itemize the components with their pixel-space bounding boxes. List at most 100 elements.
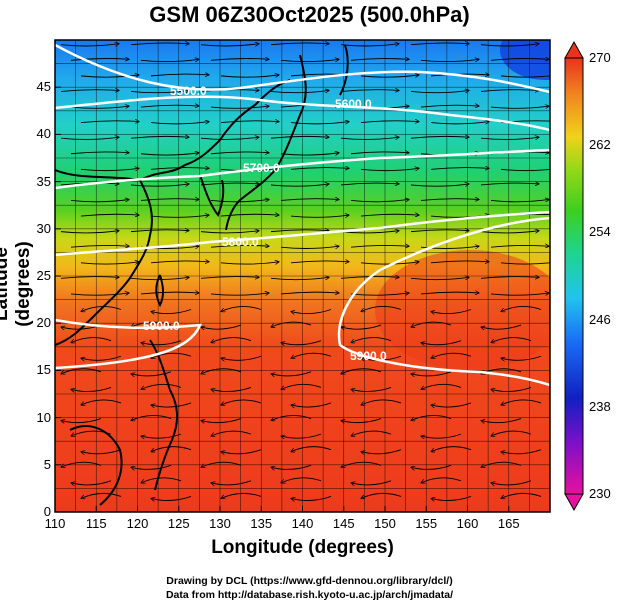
streamline <box>61 368 102 374</box>
streamline <box>361 399 402 405</box>
streamline <box>80 262 139 264</box>
streamline <box>341 418 382 423</box>
streamline <box>270 90 329 92</box>
streamline <box>361 306 402 311</box>
streamline <box>291 402 332 407</box>
streamline <box>80 214 139 216</box>
streamline <box>501 492 542 498</box>
streamline <box>350 245 409 247</box>
colorbar-tick-label: 230 <box>589 486 611 501</box>
colorbar-ramp <box>564 57 584 495</box>
streamline <box>501 399 542 405</box>
contour-5900b <box>337 216 550 387</box>
coastlines <box>55 44 349 506</box>
streamline <box>281 383 322 389</box>
warm-anomaly <box>375 250 550 370</box>
streamline <box>340 90 399 92</box>
streamline <box>140 59 199 61</box>
y-tick-label: 30 <box>36 220 51 236</box>
contour-5900a <box>55 318 202 370</box>
streamline <box>70 106 129 108</box>
streamline <box>431 402 472 407</box>
streamline <box>291 495 332 500</box>
streamline <box>80 75 139 77</box>
grid-lines <box>55 40 550 512</box>
streamline <box>81 306 122 311</box>
streamline <box>221 449 262 454</box>
streamline <box>211 337 252 343</box>
streamline <box>270 277 329 279</box>
streamline <box>151 495 192 500</box>
colorbar-tick-label: 238 <box>589 398 611 414</box>
streamline <box>61 418 102 423</box>
streamline <box>501 355 542 360</box>
streamline <box>211 386 252 391</box>
x-tick-label: 165 <box>497 516 520 531</box>
streamline <box>351 430 392 436</box>
streamline <box>410 90 469 92</box>
streamline <box>500 168 550 172</box>
contour-label-5600: 5600.0 <box>335 97 372 111</box>
x-tick-label: 160 <box>456 516 479 531</box>
streamline <box>220 121 279 123</box>
streamline <box>220 214 279 216</box>
streamline <box>490 199 549 201</box>
streamline <box>420 292 479 294</box>
height-contours <box>55 43 550 387</box>
y-tick-label: 15 <box>36 362 51 378</box>
streamline <box>361 449 402 454</box>
streamline <box>220 75 279 77</box>
streamline <box>60 231 119 233</box>
streamline <box>480 277 539 279</box>
credit-drawing: Drawing by DCL (https://www.gfd-dennou.o… <box>166 575 453 587</box>
x-tick-label: 125 <box>167 516 190 531</box>
streamline <box>281 433 322 438</box>
y-tick-label: 20 <box>36 315 51 331</box>
streamline <box>340 137 399 139</box>
streamline <box>290 215 349 217</box>
streamline <box>200 231 259 233</box>
streamline <box>281 340 322 345</box>
streamline <box>421 477 462 483</box>
streamline <box>480 137 539 139</box>
axis-ticks <box>54 86 510 513</box>
streamline <box>141 340 182 345</box>
streamline <box>141 433 182 438</box>
streamline <box>490 293 549 295</box>
streamline <box>151 446 192 452</box>
streamline <box>71 337 112 343</box>
coast-china <box>55 179 153 346</box>
streamline <box>130 90 189 92</box>
contour-5700 <box>55 148 550 190</box>
colorbar-tick-label: 262 <box>589 137 611 153</box>
streamline <box>220 262 279 264</box>
streamline <box>410 43 469 45</box>
streamline <box>291 446 332 452</box>
streamline <box>491 337 532 343</box>
streamline <box>340 183 399 185</box>
streamline <box>490 58 549 60</box>
streamline <box>280 153 339 155</box>
colorbar-tick-label: 246 <box>589 311 611 327</box>
streamline <box>420 199 479 201</box>
streamline <box>60 137 119 139</box>
streamline <box>150 215 209 217</box>
streamline <box>361 492 402 498</box>
streamline <box>491 480 532 485</box>
streamline <box>271 371 312 376</box>
streamline <box>81 492 122 498</box>
streamline <box>410 136 469 138</box>
streamline <box>410 184 469 186</box>
y-tick-label: 25 <box>36 268 51 283</box>
streamline <box>411 371 452 376</box>
coast-korea <box>199 174 225 217</box>
streamline <box>341 461 382 467</box>
streamline <box>80 168 139 170</box>
streamline <box>130 184 189 186</box>
streamline <box>290 261 349 263</box>
contour-label-5500: 5500.0 <box>170 84 207 98</box>
streamline <box>60 90 119 92</box>
streamline <box>211 430 252 436</box>
streamline <box>271 321 312 327</box>
